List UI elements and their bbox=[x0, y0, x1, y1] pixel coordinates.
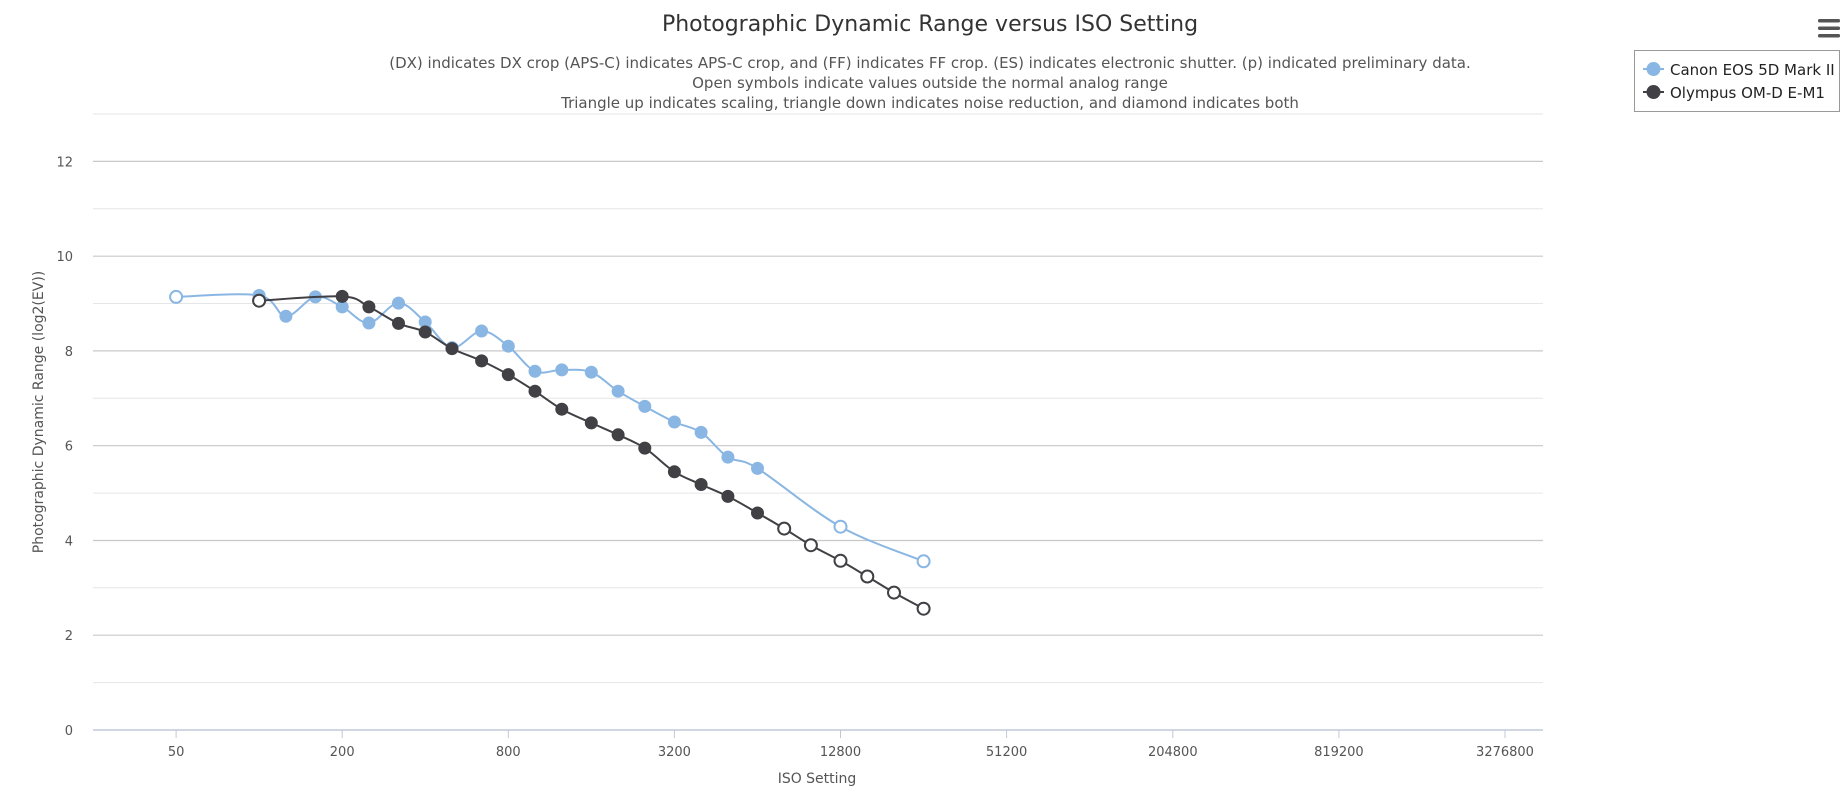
chart-subtitle-line-2: Open symbols indicate values outside the… bbox=[692, 74, 1168, 92]
series-canon bbox=[169, 289, 931, 569]
data-point-canon[interactable] bbox=[751, 461, 764, 475]
axes: 0 2 4 6 8 10 12 50 200 800 3200 12800 51200 204800 819… bbox=[56, 155, 1543, 760]
x-tick-label: 3276800 bbox=[1476, 745, 1534, 760]
data-point-olympus[interactable] bbox=[392, 316, 405, 330]
x-tick-label: 800 bbox=[496, 745, 521, 760]
x-tick-label: 12800 bbox=[820, 745, 861, 760]
data-point-canon[interactable] bbox=[584, 365, 598, 379]
legend-symbol-marker bbox=[1646, 62, 1661, 76]
data-point-canon[interactable] bbox=[392, 296, 405, 310]
y-tick-label: 4 bbox=[65, 535, 73, 550]
x-tick-label: 51200 bbox=[986, 745, 1027, 760]
data-point-olympus[interactable] bbox=[475, 354, 489, 368]
data-point-olympus[interactable] bbox=[777, 521, 792, 536]
data-point-canon[interactable] bbox=[475, 324, 489, 338]
data-point-olympus[interactable] bbox=[667, 465, 681, 479]
data-point-olympus[interactable] bbox=[335, 289, 349, 303]
data-point-olympus[interactable] bbox=[418, 325, 432, 339]
data-point-canon[interactable] bbox=[169, 289, 184, 304]
data-point-olympus[interactable] bbox=[611, 428, 625, 442]
chart-subtitle-line-3: Triangle up indicates scaling, triangle … bbox=[560, 94, 1299, 112]
legend-item-canon[interactable]: Canon EOS 5D Mark II bbox=[1643, 61, 1835, 79]
data-point-canon[interactable] bbox=[721, 450, 735, 464]
series-line-olympus bbox=[259, 295, 925, 610]
x-tick-label: 50 bbox=[168, 745, 185, 760]
y-tick-label: 12 bbox=[56, 155, 73, 170]
data-point-canon[interactable] bbox=[833, 519, 848, 534]
data-point-olympus[interactable] bbox=[555, 402, 569, 416]
data-point-olympus[interactable] bbox=[252, 293, 267, 308]
data-point-canon[interactable] bbox=[528, 364, 542, 378]
data-point-olympus[interactable] bbox=[833, 553, 848, 568]
data-point-olympus[interactable] bbox=[501, 368, 515, 382]
plot-area bbox=[169, 289, 931, 616]
y-tick-label: 2 bbox=[65, 629, 73, 644]
y-axis-title: Photographic Dynamic Range (log2(EV)) bbox=[31, 271, 47, 554]
data-point-canon[interactable] bbox=[362, 316, 376, 330]
x-axis-title: ISO Setting bbox=[778, 771, 857, 787]
data-point-olympus[interactable] bbox=[584, 416, 598, 430]
data-point-canon[interactable] bbox=[501, 339, 515, 353]
series-olympus bbox=[252, 289, 931, 616]
legend-box bbox=[1634, 50, 1840, 112]
data-point-olympus[interactable] bbox=[751, 506, 764, 520]
x-tick-label: 200 bbox=[330, 745, 355, 760]
data-point-canon[interactable] bbox=[638, 399, 652, 413]
legend-label: Canon EOS 5D Mark II bbox=[1670, 61, 1835, 79]
data-point-olympus[interactable] bbox=[694, 478, 708, 491]
x-tick-label: 204800 bbox=[1148, 745, 1198, 760]
series-line-canon bbox=[176, 293, 924, 563]
data-point-canon[interactable] bbox=[279, 309, 293, 323]
data-point-canon[interactable] bbox=[611, 384, 625, 398]
chart-subtitle-line-1: (DX) indicates DX crop (APS-C) indicates… bbox=[389, 54, 1471, 72]
data-point-olympus[interactable] bbox=[638, 441, 652, 455]
data-point-canon[interactable] bbox=[916, 554, 931, 569]
legend-item-olympus[interactable]: Olympus OM-D E-M1 bbox=[1643, 84, 1825, 102]
y-tick-label: 8 bbox=[65, 345, 73, 360]
x-tick-label: 819200 bbox=[1314, 745, 1364, 760]
y-tick-label: 6 bbox=[65, 440, 73, 455]
data-point-olympus[interactable] bbox=[803, 538, 818, 553]
legend: Canon EOS 5D Mark II Olympus OM-D E-M1 bbox=[1634, 50, 1840, 112]
data-point-canon[interactable] bbox=[555, 363, 569, 377]
hamburger-menu-icon[interactable] bbox=[1818, 19, 1840, 38]
x-tick-label: 3200 bbox=[658, 745, 691, 760]
grid-lines bbox=[93, 113, 1543, 684]
legend-label: Olympus OM-D E-M1 bbox=[1670, 84, 1825, 102]
y-tick-label: 10 bbox=[56, 250, 73, 265]
data-point-olympus[interactable] bbox=[887, 585, 901, 600]
data-point-olympus[interactable] bbox=[445, 342, 459, 356]
data-point-olympus[interactable] bbox=[362, 300, 376, 314]
chart-title: Photographic Dynamic Range versus ISO Se… bbox=[662, 12, 1198, 37]
data-point-olympus[interactable] bbox=[860, 569, 875, 584]
data-point-canon[interactable] bbox=[694, 425, 708, 439]
data-point-olympus[interactable] bbox=[528, 384, 542, 398]
data-point-olympus[interactable] bbox=[916, 601, 931, 616]
y-tick-label: 0 bbox=[65, 724, 73, 739]
data-point-olympus[interactable] bbox=[721, 489, 735, 503]
legend-symbol-marker bbox=[1646, 85, 1661, 99]
data-point-canon[interactable] bbox=[667, 415, 681, 429]
